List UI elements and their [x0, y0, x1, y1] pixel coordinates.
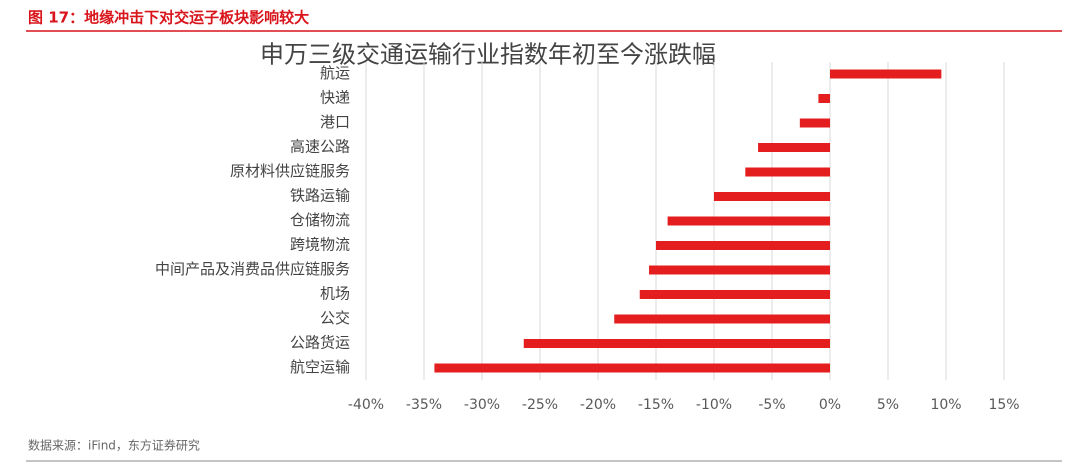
- x-tick-label: -40%: [348, 397, 384, 413]
- y-tick-label: 高速公路: [290, 138, 350, 156]
- y-tick-label: 仓储物流: [290, 211, 350, 229]
- bar: [758, 143, 830, 152]
- bar: [523, 339, 830, 348]
- bar: [656, 241, 830, 250]
- y-tick-label: 机场: [320, 285, 350, 303]
- x-tick-label: -25%: [522, 397, 558, 413]
- x-tick-label: -30%: [464, 397, 500, 413]
- bar: [667, 216, 830, 226]
- x-tick-label: 10%: [930, 397, 961, 413]
- y-tick-label: 中间产品及消费品供应链服务: [155, 260, 350, 278]
- bar: [818, 94, 830, 103]
- bar: [830, 69, 942, 79]
- x-tick-label: 5%: [877, 397, 899, 413]
- y-tick-label: 公路货运: [290, 334, 350, 352]
- y-tick-label: 航空运输: [290, 358, 350, 376]
- x-tick-label: -20%: [580, 397, 616, 413]
- bar: [614, 314, 830, 324]
- x-tick-label: -5%: [758, 397, 785, 413]
- x-tick-label: 0%: [819, 397, 841, 413]
- x-tick-label: 15%: [988, 397, 1019, 413]
- bar: [799, 118, 830, 128]
- x-tick-label: -10%: [696, 397, 732, 413]
- header-title: 图 17：地缘冲击下对交运子板块影响较大: [28, 9, 309, 27]
- y-tick-label: 公交: [320, 309, 350, 327]
- bar: [639, 290, 830, 299]
- x-tick-label: -35%: [406, 397, 442, 413]
- chart-title: 申万三级交通运输行业指数年初至今涨跌幅: [260, 41, 716, 69]
- source: 数据来源：iFind，东方证券研究: [28, 438, 200, 453]
- bar: [745, 167, 830, 177]
- y-tick-label: 原材料供应链服务: [230, 162, 350, 180]
- y-tick-label: 港口: [320, 113, 350, 131]
- bar: [649, 265, 830, 275]
- y-tick-label: 航运: [320, 64, 350, 82]
- bar: [714, 192, 830, 201]
- y-tick-label: 快递: [320, 89, 350, 107]
- y-tick-label: 跨境物流: [290, 236, 350, 254]
- x-tick-label: -15%: [638, 397, 674, 413]
- y-tick-label: 铁路运输: [290, 187, 350, 205]
- bar: [434, 363, 830, 373]
